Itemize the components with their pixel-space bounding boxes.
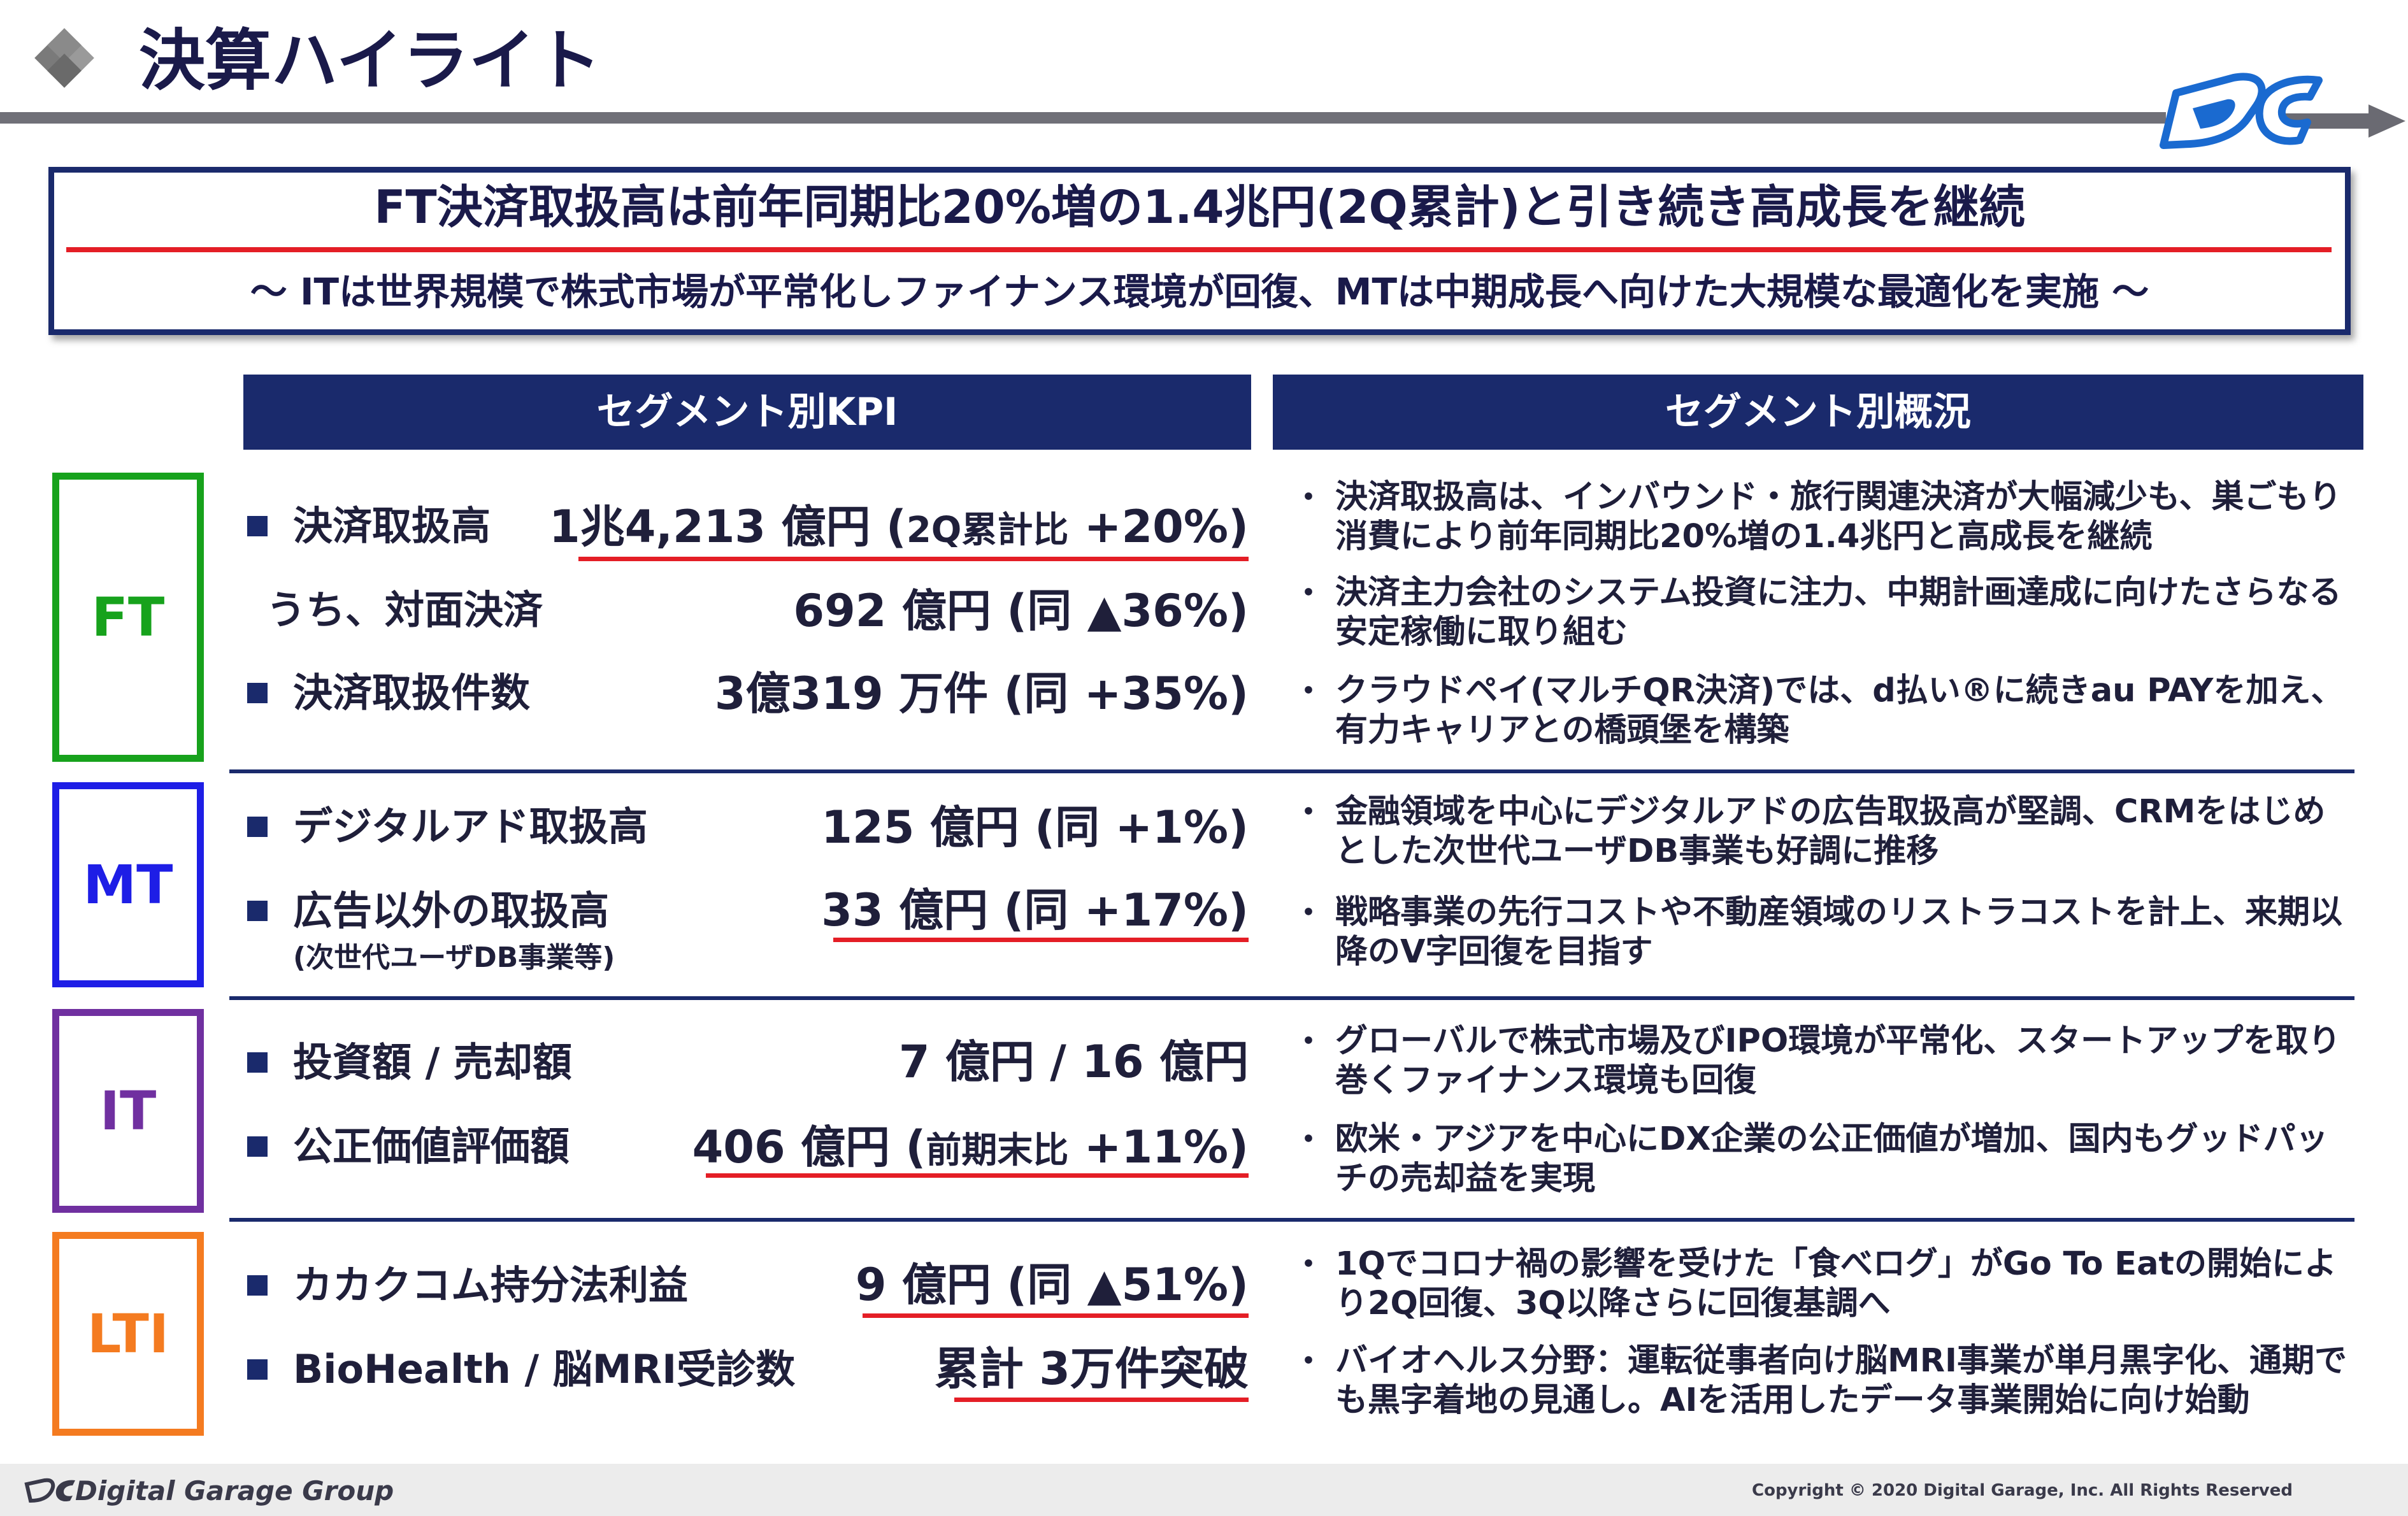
- kpi-label: カカクコム持分法利益: [293, 1262, 689, 1308]
- bullet-dot: ・: [1293, 895, 1324, 931]
- bullet-dot: ・: [1293, 1247, 1324, 1282]
- kpi-value: 7 億円 / 16 億円: [898, 1036, 1249, 1088]
- segment-badge-mt: MT: [52, 782, 204, 987]
- summary-headline: FT決済取扱高は前年同期比20%増の1.4兆円(2Q累計)と引き続き高成長を継続: [374, 180, 2025, 234]
- kpi-label: 公正価値評価額: [293, 1123, 570, 1169]
- segment-badge-ft: FT: [52, 473, 204, 762]
- bullet-square-icon: [247, 1275, 268, 1296]
- segment-divider: [229, 996, 2354, 1000]
- kpi-label: 決済取扱高: [293, 503, 491, 549]
- footer-copyright: Copyright © 2020 Digital Garage, Inc. Al…: [1752, 1481, 2293, 1500]
- overview-column-header: セグメント別概況: [1273, 375, 2363, 450]
- bullet-dot: ・: [1293, 480, 1324, 515]
- bullet-square-icon: [247, 901, 268, 921]
- kpi-label: うち、対面決済: [266, 587, 543, 633]
- bullet-dot: ・: [1293, 794, 1324, 830]
- bullet-dot: ・: [1293, 1024, 1324, 1059]
- overview-bullet: 決済主力会社のシステム投資に注力、中期計画達成に向けたさらなる安定稼働に取り組む: [1335, 574, 2342, 651]
- segment-badge-it: IT: [52, 1009, 204, 1213]
- bullet-square-icon: [247, 817, 268, 837]
- kpi-value: 33 億円 (同 +17%): [821, 884, 1249, 936]
- bullet-dot: ・: [1293, 1122, 1324, 1157]
- kpi-sublabel: (次世代ユーザDB事業等): [293, 941, 615, 974]
- overview-bullet: 戦略事業の先行コストや不動産領域のリストラコストを計上、来期以降のV字回復を目指…: [1335, 894, 2343, 971]
- overview-bullet: 1Qでコロナ禍の影響を受けた「食べログ」がGo To Eatの開始により2Q回復…: [1335, 1245, 2337, 1322]
- overview-bullet: グローバルで株式市場及びIPO環境が平常化、スタートアップを取り巻くファイナンス…: [1335, 1022, 2341, 1099]
- header-divider: [0, 112, 2166, 124]
- company-logo-icon: [2160, 73, 2405, 149]
- page-title: 決算ハイライト: [139, 22, 601, 99]
- segment-divider: [229, 1218, 2354, 1222]
- bullet-dot: ・: [1293, 575, 1324, 611]
- summary-red-rule: [66, 247, 2332, 252]
- footer-bar: [0, 1464, 2408, 1516]
- kpi-value: 9 億円 (同 ▲51%): [855, 1259, 1249, 1311]
- kpi-value: 692 億円 (同 ▲36%): [793, 585, 1249, 637]
- bullet-square-icon: [247, 1052, 268, 1073]
- footer-logo-icon: [24, 1478, 75, 1503]
- kpi-label: デジタルアド取扱高: [293, 803, 648, 850]
- bullet-dot: ・: [1293, 1343, 1324, 1379]
- bullet-dot: ・: [1293, 673, 1324, 709]
- segment-badge-lti: LTI: [52, 1232, 204, 1436]
- kpi-label: 広告以外の取扱高: [293, 887, 610, 934]
- kpi-value: 3億319 万件 (同 +35%): [714, 668, 1249, 720]
- bullet-square-icon: [247, 683, 268, 703]
- kpi-red-underline: [863, 1313, 1249, 1318]
- bullet-square-icon: [247, 516, 268, 536]
- kpi-label: BioHealth / 脳MRI受診数: [293, 1346, 796, 1392]
- kpi-value: 125 億円 (同 +1%): [821, 801, 1249, 854]
- segment-name: IT: [99, 1080, 157, 1142]
- overview-bullet: 金融領域を中心にデジタルアドの広告取扱高が堅調、CRMをはじめとした次世代ユーザ…: [1335, 793, 2326, 870]
- bullet-square-icon: [247, 1136, 268, 1157]
- segment-name: MT: [83, 854, 173, 916]
- footer-brand: Digital Garage Group: [75, 1475, 394, 1506]
- kpi-red-underline: [706, 1173, 1249, 1178]
- segment-name: FT: [91, 586, 165, 648]
- segment-divider: [229, 769, 2354, 773]
- kpi-column-header: セグメント別KPI: [243, 375, 1251, 450]
- kpi-red-underline: [578, 557, 1249, 561]
- kpi-label: 決済取扱件数: [293, 669, 531, 716]
- overview-bullet: クラウドペイ(マルチQR決済)では、d払い®に続きau PAYを加え、有力キャリ…: [1335, 672, 2344, 749]
- kpi-label: 投資額 / 売却額: [293, 1039, 572, 1085]
- kpi-value: 累計 3万件突破: [934, 1343, 1249, 1395]
- segment-name: LTI: [87, 1303, 169, 1365]
- kpi-red-underline: [833, 938, 1249, 942]
- overview-bullet: 決済取扱高は、インバウンド・旅行関連決済が大幅減少も、巣ごもり消費により前年同期…: [1335, 478, 2342, 555]
- bullet-square-icon: [247, 1359, 268, 1380]
- overview-bullet: バイオヘルス分野：運転従事者向け脳MRI事業が単月黒字化、通期でも黒字着地の見通…: [1335, 1342, 2347, 1419]
- summary-subline: ～ ITは世界規模で株式市場が平常化しファイナンス環境が回復、MTは中期成長へ向…: [250, 270, 2149, 313]
- kpi-value: 406 億円 (前期末比 +11%): [692, 1121, 1249, 1173]
- overview-bullet: 欧米・アジアを中心にDX企業の公正価値が増加、国内もグッドパッチの売却益を実現: [1335, 1120, 2328, 1198]
- kpi-red-underline: [954, 1398, 1249, 1402]
- kpi-value: 1兆4,213 億円 (2Q累計比 +20%): [548, 501, 1249, 553]
